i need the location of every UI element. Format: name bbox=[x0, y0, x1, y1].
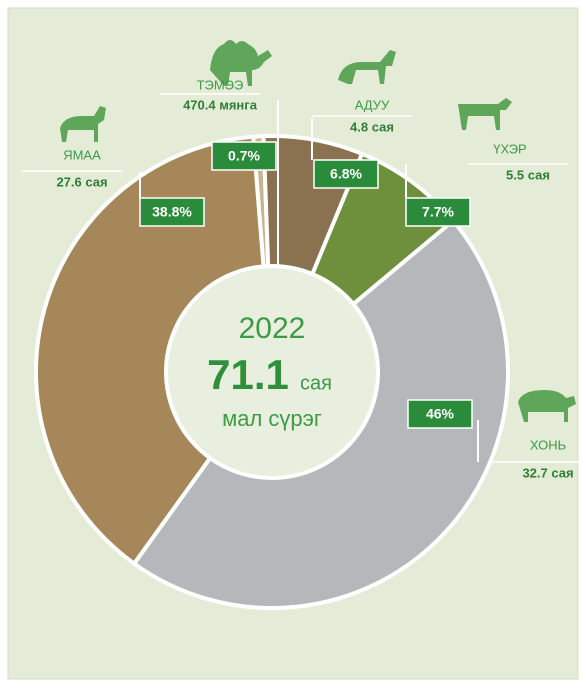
category-label: АДУУ bbox=[355, 97, 390, 112]
center-total: 71.1 bbox=[207, 351, 289, 398]
value-label: 0.7% bbox=[228, 148, 260, 164]
count-label: 5.5 сая bbox=[506, 167, 550, 182]
count-label: 4.8 сая bbox=[350, 119, 394, 134]
count-label: 470.4 мянга bbox=[183, 97, 258, 112]
chart: 2022 71.1 сая мал сүрэг ТЭМЭЭ 470.4 мянга… bbox=[0, 0, 586, 687]
category-label: ЯМАА bbox=[63, 147, 101, 162]
category-label: ҮХЭР bbox=[493, 141, 526, 156]
count-label: 32.7 сая bbox=[522, 465, 573, 480]
center-year: 2022 bbox=[239, 312, 306, 345]
category-label: ТЭМЭЭ bbox=[197, 77, 244, 92]
count-label: 27.6 сая bbox=[56, 174, 107, 189]
center-subtitle: мал сүрэг bbox=[222, 406, 322, 431]
center-unit: сая bbox=[300, 372, 332, 394]
category-label: ХОНЬ bbox=[530, 437, 566, 452]
value-label: 38.8% bbox=[152, 204, 192, 220]
value-label: 6.8% bbox=[330, 166, 362, 182]
value-label: 46% bbox=[426, 406, 455, 422]
page: 2022 71.1 сая мал сүрэг ТЭМЭЭ 470.4 мянга… bbox=[0, 0, 586, 692]
value-label: 7.7% bbox=[422, 204, 454, 220]
